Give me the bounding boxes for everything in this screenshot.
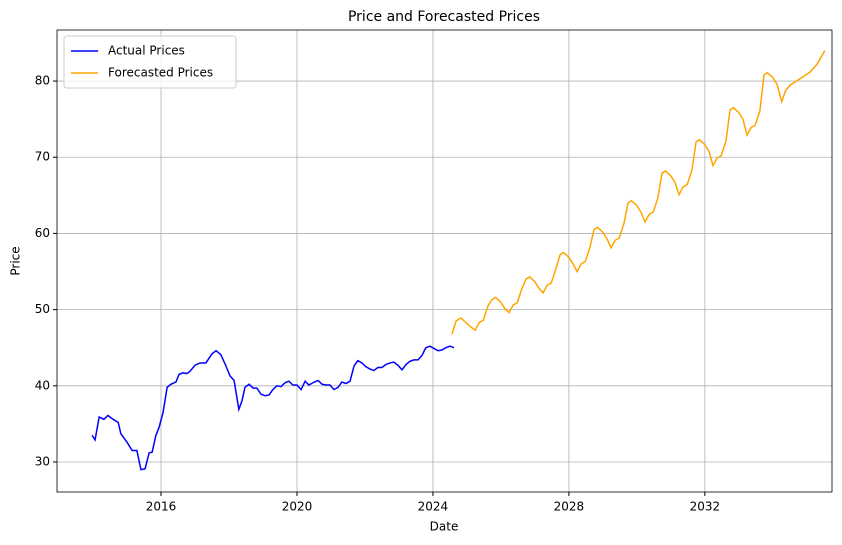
x-axis-label: Date [430,520,459,534]
y-tick-label: 30 [35,454,50,468]
x-tick-label: 2016 [146,500,177,514]
y-tick-label: 50 [35,302,50,316]
legend: Actual Prices Forecasted Prices [63,35,237,89]
legend-label: Actual Prices [108,44,185,58]
y-tick-label: 60 [35,226,50,240]
legend-label: Forecasted Prices [108,66,213,80]
legend-box [63,35,237,89]
chart-title: Price and Forecasted Prices [348,9,540,25]
series-line [451,50,826,335]
plot-frame [56,29,833,493]
x-tick-label: 2028 [554,500,585,514]
y-tick-label: 80 [35,74,50,88]
y-tick-label: 70 [35,150,50,164]
y-axis-label: Price [9,246,23,275]
y-tick-label: 40 [35,378,50,392]
x-tick-label: 2020 [282,500,313,514]
x-tick-label: 2032 [690,500,721,514]
x-tick-label: 2024 [418,500,449,514]
series-line [91,345,455,471]
